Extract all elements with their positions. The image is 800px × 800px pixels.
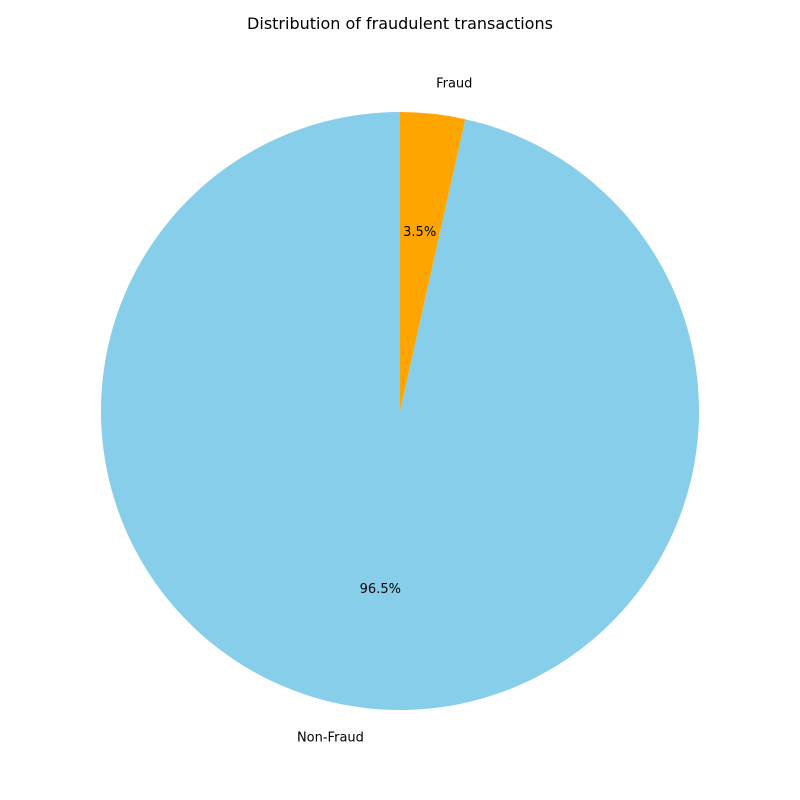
slice-percent-label: 3.5% xyxy=(403,225,436,240)
pie-labels: Non-Fraud 96.5% Fraud 3.5% xyxy=(297,77,472,746)
slice-label: Non-Fraud xyxy=(297,730,364,745)
pie-slice-non-fraud xyxy=(100,112,699,710)
slice-label: Fraud xyxy=(436,77,472,92)
pie-slice-fraud xyxy=(400,112,466,411)
pie-slices xyxy=(100,112,699,710)
chart-title: Distribution of fraudulent transactions xyxy=(247,14,553,33)
slice-percent-label: 96.5% xyxy=(360,582,401,597)
